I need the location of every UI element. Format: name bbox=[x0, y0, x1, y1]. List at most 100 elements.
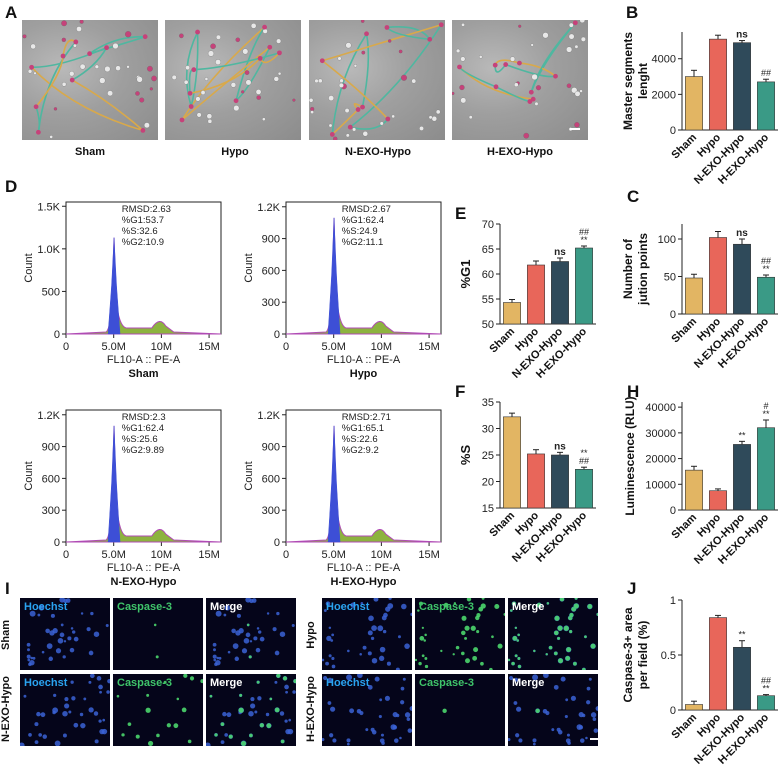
y-tick-label: 30 bbox=[482, 424, 494, 436]
bar bbox=[575, 469, 593, 509]
y-tick-label: 35 bbox=[482, 397, 494, 409]
significance-label: ** bbox=[762, 409, 770, 419]
bar bbox=[503, 416, 521, 509]
significance-label: ## bbox=[579, 456, 589, 466]
y-tick-label: 0 bbox=[670, 309, 676, 321]
fluor-image-sham-caspase: Caspase-3 bbox=[113, 598, 203, 670]
y-tick-label: 50 bbox=[664, 272, 676, 284]
fluor-row-label-hexo: H-EXO-Hypo bbox=[305, 676, 317, 742]
fluor-image-nexo-hoechst: Hoechst bbox=[20, 674, 110, 746]
y-tick-label: 20 bbox=[482, 477, 494, 489]
bar bbox=[733, 42, 751, 131]
bar bbox=[757, 81, 775, 131]
y-axis-label: %G1 bbox=[458, 260, 473, 289]
fluor-row-label-hypo: Hypo bbox=[305, 621, 317, 649]
flow-y-tick: 1.0K bbox=[37, 244, 60, 256]
fluor-scale-bar bbox=[590, 738, 600, 740]
flow-y-tick: 1.2K bbox=[257, 410, 280, 422]
bar-chart-junction-points: 050100ShamHyponsN-EXO-Hypo##**H-EXO-Hypo… bbox=[621, 224, 778, 371]
flow-plot-name: Hypo bbox=[350, 368, 378, 380]
panel-label-b: B bbox=[626, 3, 639, 22]
fluor-label-hoechst: Hoechst bbox=[24, 677, 68, 689]
bar bbox=[757, 276, 775, 315]
fluor-image-nexo-merge: Merge bbox=[206, 674, 296, 746]
y-tick-label: 60 bbox=[482, 269, 494, 281]
y-axis-label: Luminescence (RLU) bbox=[623, 396, 637, 515]
significance-label: ## bbox=[761, 256, 771, 266]
bar-chart-caspase-area: 00.51ShamHypo**N-EXO-Hypo##**H-EXO-HypoC… bbox=[621, 595, 778, 767]
panel-label-h: H bbox=[627, 382, 640, 401]
bar bbox=[527, 453, 545, 509]
flow-y-tick: 300 bbox=[42, 505, 60, 517]
y-axis-label: lenght bbox=[636, 63, 650, 99]
flow-x-tick: 0 bbox=[283, 549, 289, 561]
micro-image-hypo bbox=[165, 20, 301, 140]
flow-y-axis-label: Count bbox=[243, 253, 255, 282]
bar bbox=[733, 243, 751, 315]
fluor-label-merge: Merge bbox=[512, 601, 545, 613]
flow-y-tick: 900 bbox=[262, 234, 280, 246]
fluor-label-merge: Merge bbox=[210, 677, 243, 689]
flow-plot-name: Sham bbox=[129, 368, 159, 380]
micro-caption-sham: Sham bbox=[75, 146, 105, 158]
flow-plot-name: H-EXO-Hypo bbox=[331, 576, 397, 588]
bar bbox=[685, 704, 703, 711]
flow-x-tick: 10M bbox=[151, 549, 172, 561]
flow-x-tick: 15M bbox=[418, 341, 439, 353]
micro-image-sham bbox=[22, 20, 158, 140]
y-tick-label: 25 bbox=[482, 450, 494, 462]
y-tick-label: 100 bbox=[658, 234, 676, 246]
y-tick-label: 0 bbox=[670, 505, 676, 517]
micro-caption-nexo: N-EXO-Hypo bbox=[345, 146, 411, 158]
flow-x-axis-label: FL10-A :: PE-A bbox=[107, 562, 181, 574]
flow-stat-text: %S:32.6 bbox=[122, 226, 158, 237]
bar bbox=[551, 454, 569, 509]
y-axis-label: per field (%) bbox=[636, 621, 650, 690]
significance-label: ** bbox=[738, 430, 746, 440]
flow-x-tick: 5.0M bbox=[321, 549, 345, 561]
fluor-image-hexo-merge: Merge bbox=[508, 674, 598, 746]
fluor-image-hypo-caspase: Caspase-3 bbox=[415, 598, 505, 670]
significance-label: # bbox=[763, 401, 768, 411]
flow-stat-text: %G1:65.1 bbox=[342, 423, 384, 434]
micro-caption-hexo: H-EXO-Hypo bbox=[487, 146, 553, 158]
bar bbox=[503, 302, 521, 325]
flow-x-axis-label: FL10-A :: PE-A bbox=[327, 354, 401, 366]
y-axis-label: Master segments bbox=[621, 32, 635, 130]
flow-x-tick: 15M bbox=[418, 549, 439, 561]
fluor-label-merge: Merge bbox=[512, 677, 545, 689]
flow-stat-text: %S:25.6 bbox=[122, 434, 158, 445]
flow-y-tick: 1.2K bbox=[37, 410, 60, 422]
panel-label-e: E bbox=[455, 204, 467, 223]
fluor-label-caspase: Caspase-3 bbox=[419, 601, 475, 613]
y-tick-label: 50 bbox=[482, 319, 494, 331]
y-tick-label: 15 bbox=[482, 503, 494, 515]
significance-label: ** bbox=[738, 630, 746, 640]
y-tick-label: 55 bbox=[482, 294, 494, 306]
bar-chart-s: 1520253035ShamHyponsN-EXO-Hypo**##H-EXO-… bbox=[458, 397, 596, 565]
fluor-image-hypo-merge: Merge bbox=[508, 598, 598, 670]
significance-label: ** bbox=[762, 264, 770, 274]
flow-y-tick: 900 bbox=[262, 442, 280, 454]
flow-stat-text: %G1:62.4 bbox=[342, 215, 384, 226]
scale-bar bbox=[570, 128, 580, 130]
bar bbox=[757, 427, 775, 511]
flow-y-tick: 600 bbox=[262, 265, 280, 277]
flow-y-tick: 600 bbox=[262, 473, 280, 485]
significance-label: ** bbox=[580, 448, 588, 458]
flow-y-tick: 600 bbox=[42, 473, 60, 485]
fluor-image-hexo-hoechst: Hoechst bbox=[322, 674, 412, 746]
flow-y-axis-label: Count bbox=[23, 253, 35, 282]
flow-x-tick: 10M bbox=[371, 341, 392, 353]
flow-y-tick: 1.2K bbox=[257, 202, 280, 214]
bar bbox=[685, 277, 703, 315]
y-axis-label: Number of bbox=[621, 238, 635, 299]
micro-image-hexo bbox=[452, 20, 588, 140]
fluor-label-caspase: Caspase-3 bbox=[117, 601, 173, 613]
flow-x-axis-label: FL10-A :: PE-A bbox=[327, 562, 401, 574]
y-tick-label: 20000 bbox=[645, 454, 676, 466]
flow-x-tick: 15M bbox=[198, 341, 219, 353]
flow-stat-text: RMSD:2.3 bbox=[122, 412, 166, 423]
fluor-row-label-nexo: N-EXO-Hypo bbox=[0, 676, 12, 742]
fluor-label-merge: Merge bbox=[210, 601, 243, 613]
